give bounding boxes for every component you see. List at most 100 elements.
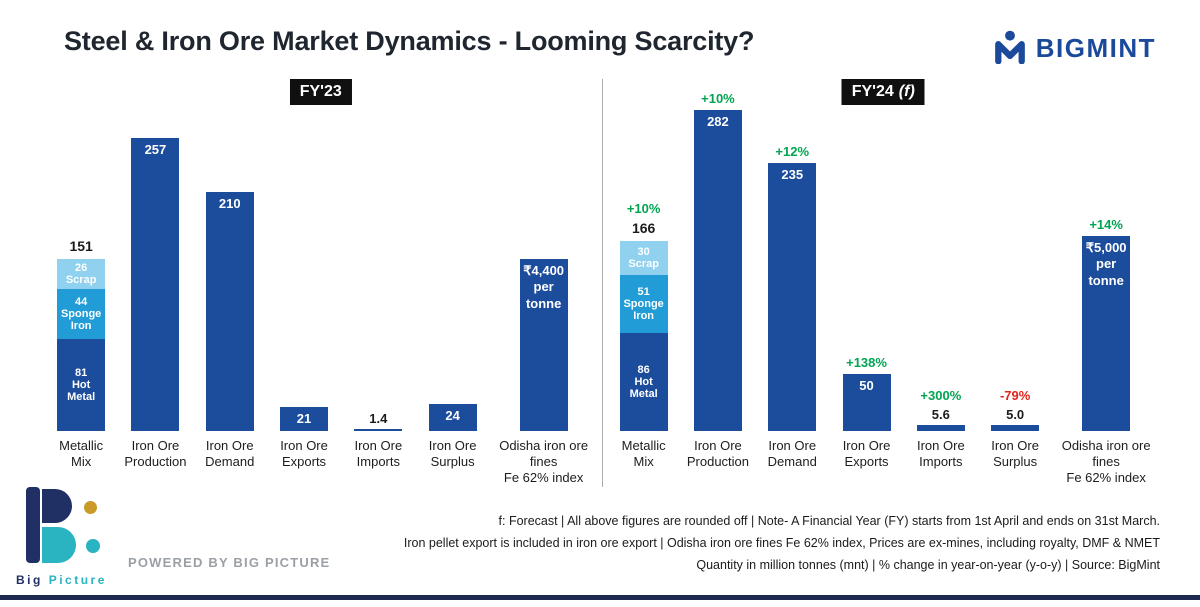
bigmint-icon xyxy=(992,28,1028,69)
header: Steel & Iron Ore Market Dynamics - Loomi… xyxy=(0,0,1200,69)
segment-hot-metal: 86 Hot Metal xyxy=(619,333,668,431)
panel-title-suffix: (f) xyxy=(898,83,915,100)
value-label-iron-ore-production: 257 xyxy=(144,142,167,157)
bar-column-iron-ore-exports: 21 Iron Ore Exports xyxy=(267,79,341,487)
bar-iron-ore-demand: 210 xyxy=(205,192,254,431)
bar-iron-ore-surplus xyxy=(991,425,1040,431)
change-label-iron-ore-surplus: -79% xyxy=(999,388,1031,403)
bar-zone-iron-ore-imports: 1.4 xyxy=(341,79,415,431)
bar-zone-metallic-mix: +10% 166 30 Scrap 51 Sponge Iron 86 Hot Meta… xyxy=(607,79,681,431)
segment-sponge-iron: 51 Sponge Iron xyxy=(619,275,668,333)
value-label-iron-ore-surplus: 24 xyxy=(445,408,460,423)
bar-metallic-mix: 26 Scrap 44 Sponge Iron 81 Hot Metal xyxy=(57,259,106,431)
bar-zone-iron-ore-surplus: -79% 5.0 xyxy=(978,79,1052,431)
bar-zone-metallic-mix: 151 26 Scrap 44 Sponge Iron 81 Hot Metal xyxy=(44,79,118,431)
value-label-odisha-iron-ore-fines-fe-62-index: ₹4,400 per tonne xyxy=(523,263,565,311)
bar-column-iron-ore-production: 257 Iron Ore Production xyxy=(118,79,192,487)
category-label-iron-ore-surplus: Iron Ore Surplus xyxy=(428,438,477,469)
bar-metallic-mix: 30 Scrap 51 Sponge Iron 86 Hot Metal xyxy=(619,241,668,431)
value-label-iron-ore-exports: 50 xyxy=(859,378,874,393)
footnotes: f: Forecast | All above figures are roun… xyxy=(404,511,1160,577)
bar-zone-iron-ore-demand: +12% 235 xyxy=(755,79,829,431)
big-picture-logo-dot-top xyxy=(84,501,97,514)
bar-column-iron-ore-surplus: 24 Iron Ore Surplus xyxy=(415,79,489,487)
bar-zone-odisha-iron-ore-fines-fe-62-index: ₹4,400 per tonne xyxy=(490,79,598,431)
bar-column-iron-ore-surplus: -79% 5.0 Iron Ore Surplus xyxy=(978,79,1052,487)
bar-zone-iron-ore-surplus: 24 xyxy=(415,79,489,431)
bar-zone-iron-ore-exports: +138% 50 xyxy=(829,79,903,431)
bar-column-iron-ore-demand: +12% 235 Iron Ore Demand xyxy=(755,79,829,487)
bar-iron-ore-imports xyxy=(916,425,965,431)
total-label-metallic-mix: 151 xyxy=(69,238,93,254)
category-label-iron-ore-production: Iron Ore Production xyxy=(686,438,750,469)
bars-fy24: +10% 166 30 Scrap 51 Sponge Iron 86 Hot Meta… xyxy=(603,79,1165,487)
category-label-iron-ore-imports: Iron Ore Imports xyxy=(354,438,403,469)
bar-zone-iron-ore-exports: 21 xyxy=(267,79,341,431)
change-label-odisha-iron-ore-fines-fe-62-index: +14% xyxy=(1089,217,1123,232)
category-label-odisha-iron-ore-fines-fe-62-index: Odisha iron ore fines Fe 62% index xyxy=(1061,438,1151,485)
category-label-iron-ore-exports: Iron Ore Exports xyxy=(280,438,328,469)
change-label-iron-ore-demand: +12% xyxy=(775,144,810,159)
value-label-iron-ore-exports: 21 xyxy=(296,411,312,426)
value-label-iron-ore-production: 282 xyxy=(707,114,729,129)
bar-iron-ore-production: 257 xyxy=(131,138,180,431)
page-title: Steel & Iron Ore Market Dynamics - Loomi… xyxy=(64,26,755,56)
bar-iron-ore-imports xyxy=(354,429,403,431)
category-label-iron-ore-imports: Iron Ore Imports xyxy=(916,438,965,469)
bar-zone-odisha-iron-ore-fines-fe-62-index: +14% ₹5,000 per tonne xyxy=(1052,79,1160,431)
change-label-iron-ore-production: +10% xyxy=(701,91,735,106)
value-label-odisha-iron-ore-fines-fe-62-index: ₹5,000 per tonne xyxy=(1085,240,1127,288)
panel-fy23: FY'23 151 26 Scrap 44 Sponge Iron 81 Hot Me… xyxy=(40,79,602,487)
big-picture-logo: Big Picture xyxy=(14,485,124,601)
segment-scrap: 26 Scrap xyxy=(57,259,106,289)
bar-zone-iron-ore-demand: 210 xyxy=(193,79,267,431)
panel-label-fy23: FY'23 xyxy=(289,79,352,105)
bigmint-logo: BIGMINT xyxy=(992,28,1156,69)
bar-column-odisha-iron-ore-fines-fe-62-index: +14% ₹5,000 per tonne Odisha iron ore fine… xyxy=(1052,79,1160,487)
panel-title: FY'23 xyxy=(299,83,342,100)
bars-fy23: 151 26 Scrap 44 Sponge Iron 81 Hot Metal Met… xyxy=(40,79,602,487)
category-label-iron-ore-exports: Iron Ore Exports xyxy=(842,438,891,469)
category-label-metallic-mix: Metallic Mix xyxy=(59,438,104,469)
category-label-metallic-mix: Metallic Mix xyxy=(621,438,666,469)
segment-scrap: 30 Scrap xyxy=(619,241,668,275)
bar-column-iron-ore-exports: +138% 50 Iron Ore Exports xyxy=(829,79,903,487)
footer: Big Picture POWERED BY BIG PICTURE f: Fo… xyxy=(0,487,1200,607)
category-label-odisha-iron-ore-fines-fe-62-index: Odisha iron ore fines Fe 62% index xyxy=(499,438,589,485)
big-picture-logo-bump-bottom xyxy=(42,527,76,563)
bar-iron-ore-exports: 21 xyxy=(280,407,329,431)
big-picture-wordmark: Big Picture xyxy=(16,573,107,587)
category-label-iron-ore-demand: Iron Ore Demand xyxy=(767,438,817,469)
bar-zone-iron-ore-imports: +300% 5.6 xyxy=(904,79,978,431)
bar-column-iron-ore-imports: 1.4 Iron Ore Imports xyxy=(341,79,415,487)
category-label-iron-ore-production: Iron Ore Production xyxy=(124,438,187,469)
panel-label-fy24: FY'24 (f) xyxy=(841,79,925,105)
big-picture-logo-bar xyxy=(26,487,40,563)
panel-fy24: FY'24 (f) +10% 166 30 Scrap 51 Sponge Iron 86… xyxy=(601,79,1165,487)
big-picture-logo-dot-bottom xyxy=(86,539,100,553)
segment-sponge-iron: 44 Sponge Iron xyxy=(57,289,106,339)
panel-title: FY'24 xyxy=(851,83,894,100)
change-label-metallic-mix: +10% xyxy=(626,201,661,216)
value-label-iron-ore-demand: 210 xyxy=(218,196,241,211)
bar-zone-iron-ore-production: 257 xyxy=(118,79,192,431)
bigmint-wordmark: BIGMINT xyxy=(1035,33,1156,63)
bar-zone-iron-ore-production: +10% 282 xyxy=(681,79,755,431)
change-label-iron-ore-imports: +300% xyxy=(920,388,962,403)
change-label-iron-ore-exports: +138% xyxy=(846,355,887,370)
footnote-line: Quantity in million tonnes (mnt) | % cha… xyxy=(696,557,1160,572)
bar-column-odisha-iron-ore-fines-fe-62-index: ₹4,400 per tonne Odisha iron ore fines Fe… xyxy=(490,79,598,487)
bar-iron-ore-production: 282 xyxy=(693,110,742,431)
bar-column-iron-ore-production: +10% 282 Iron Ore Production xyxy=(681,79,755,487)
powered-by-text: POWERED BY BIG PICTURE xyxy=(128,555,331,570)
footnote-line: Iron pellet export is included in iron o… xyxy=(403,535,1160,550)
big-picture-logo-bump-top xyxy=(42,489,72,523)
value-label-iron-ore-demand: 235 xyxy=(781,167,804,182)
value-label-iron-ore-surplus: 5.0 xyxy=(1006,407,1025,422)
category-label-iron-ore-surplus: Iron Ore Surplus xyxy=(991,438,1039,469)
category-label-iron-ore-demand: Iron Ore Demand xyxy=(205,438,255,469)
bar-column-metallic-mix: 151 26 Scrap 44 Sponge Iron 81 Hot Metal Met… xyxy=(44,79,118,487)
total-label-metallic-mix: 166 xyxy=(631,220,656,236)
bar-column-iron-ore-demand: 210 Iron Ore Demand xyxy=(193,79,267,487)
value-label-iron-ore-imports: 1.4 xyxy=(369,411,388,426)
